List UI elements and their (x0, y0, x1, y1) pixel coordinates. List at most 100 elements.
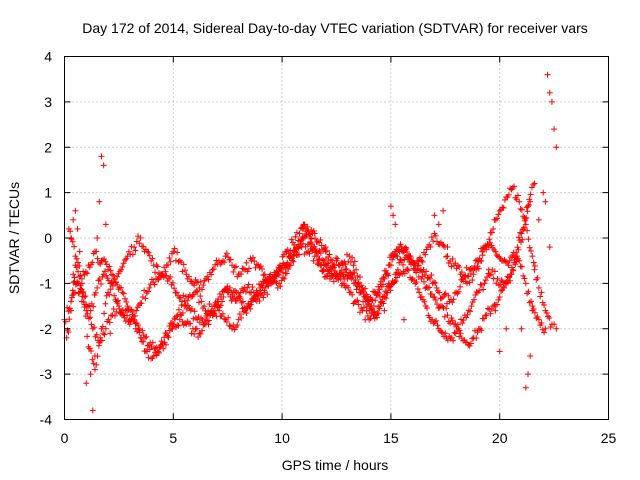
data-point-track-3 (70, 279, 77, 286)
data-point-track-2 (121, 312, 128, 319)
data-point-track-1 (531, 180, 538, 187)
data-point-track-2 (473, 288, 480, 295)
data-point-track-1 (193, 287, 200, 294)
data-point-track-4 (193, 279, 200, 286)
y-tick-label: 3 (44, 94, 52, 110)
data-point-track-3 (518, 263, 525, 270)
data-point-track-4 (383, 267, 390, 274)
data-point-track-4 (155, 270, 162, 277)
data-point-track-4 (185, 273, 192, 280)
data-point-track-4 (453, 265, 460, 272)
data-point-track-4 (97, 261, 104, 268)
data-point-track-1 (90, 303, 97, 310)
data-point-track-3 (243, 309, 250, 316)
data-point-track-3 (420, 278, 427, 285)
data-point-track-4 (132, 247, 139, 254)
data-point-track-2 (175, 306, 182, 313)
data-point-track-3 (319, 256, 326, 263)
data-point-track-1 (326, 251, 333, 258)
data-point-track-1 (492, 248, 499, 255)
data-point-track-4 (357, 274, 364, 281)
data-point-track-3 (456, 333, 463, 340)
data-point-scattered (100, 162, 107, 169)
data-point-track-1 (434, 287, 441, 294)
y-tick-labels: -4 -3 -2 -1 0 1 2 3 4 (40, 49, 53, 428)
data-point-track-4 (323, 273, 330, 280)
data-point-scattered (435, 221, 442, 228)
data-point-track-3 (370, 309, 377, 316)
data-point-scattered (440, 207, 447, 214)
data-point-track-4 (319, 267, 326, 274)
data-point-track-1 (173, 289, 180, 296)
data-point-track-1 (184, 297, 191, 304)
data-point-track-2 (440, 333, 447, 340)
data-point-track-4 (281, 275, 288, 282)
data-point-track-4 (349, 254, 356, 261)
data-point-track-4 (114, 273, 121, 280)
data-point-track-4 (514, 192, 521, 199)
data-point-track-4 (165, 261, 172, 268)
data-point-track-1 (318, 242, 325, 249)
data-point-track-4 (101, 256, 108, 263)
y-tick-label: 0 (44, 230, 52, 246)
data-point-track-3 (525, 288, 532, 295)
data-point-track-1 (530, 181, 537, 188)
data-point-track-3 (179, 318, 186, 325)
data-point-track-3 (390, 279, 397, 286)
data-point-track-2 (413, 279, 420, 286)
data-point-track-1 (68, 298, 75, 305)
data-point-track-4 (492, 216, 499, 223)
data-point-track-3 (159, 340, 166, 347)
data-point-track-4 (384, 270, 391, 277)
data-point-track-4 (105, 266, 112, 273)
data-point-track-3 (256, 297, 263, 304)
data-point-scattered (544, 71, 551, 78)
data-point-track-3 (277, 265, 284, 272)
x-tick-labels: 0 5 10 15 20 25 (61, 430, 617, 446)
data-point-track-3 (101, 310, 108, 317)
data-point-track-2 (424, 304, 431, 311)
data-point-track-3 (347, 289, 354, 296)
data-point-track-4 (475, 265, 482, 272)
data-point-track-3 (533, 315, 540, 322)
data-point-track-4 (516, 198, 523, 205)
data-point-track-4 (478, 258, 485, 265)
data-point-track-3 (487, 310, 494, 317)
data-point-track-2 (70, 271, 77, 278)
data-point-track-3 (103, 292, 110, 299)
data-point-track-4 (337, 270, 344, 277)
data-point-track-3 (93, 361, 100, 368)
data-point-track-4 (243, 259, 250, 266)
data-point-track-2 (115, 303, 122, 310)
data-point-track-4 (227, 256, 234, 263)
data-point-track-4 (505, 191, 512, 198)
data-point-track-3 (123, 298, 130, 305)
data-points (61, 71, 560, 414)
data-point-track-3 (248, 298, 255, 305)
data-point-track-3 (278, 266, 285, 273)
data-point-track-4 (244, 268, 251, 275)
data-point-track-2 (74, 278, 81, 285)
data-point-track-1 (280, 251, 287, 258)
data-point-track-2 (195, 313, 202, 320)
data-point-track-3 (539, 326, 546, 333)
data-point-track-3 (452, 320, 459, 327)
data-point-track-1 (189, 293, 196, 300)
data-point-track-2 (468, 303, 475, 310)
data-point-track-3 (376, 305, 383, 312)
data-point-track-3 (494, 301, 501, 308)
data-point-track-4 (499, 204, 506, 211)
data-point-track-3 (68, 307, 75, 314)
data-point-track-3 (136, 329, 143, 336)
data-point-track-4 (517, 205, 524, 212)
data-point-track-4 (78, 275, 85, 282)
data-point-track-4 (529, 253, 536, 260)
data-point-track-4 (67, 228, 74, 235)
data-point-track-3 (166, 322, 173, 329)
data-point-track-4 (261, 271, 268, 278)
data-point-scattered (396, 248, 403, 255)
data-point-track-2 (457, 316, 464, 323)
data-point-track-1 (169, 279, 176, 286)
data-point-track-4 (119, 263, 126, 270)
